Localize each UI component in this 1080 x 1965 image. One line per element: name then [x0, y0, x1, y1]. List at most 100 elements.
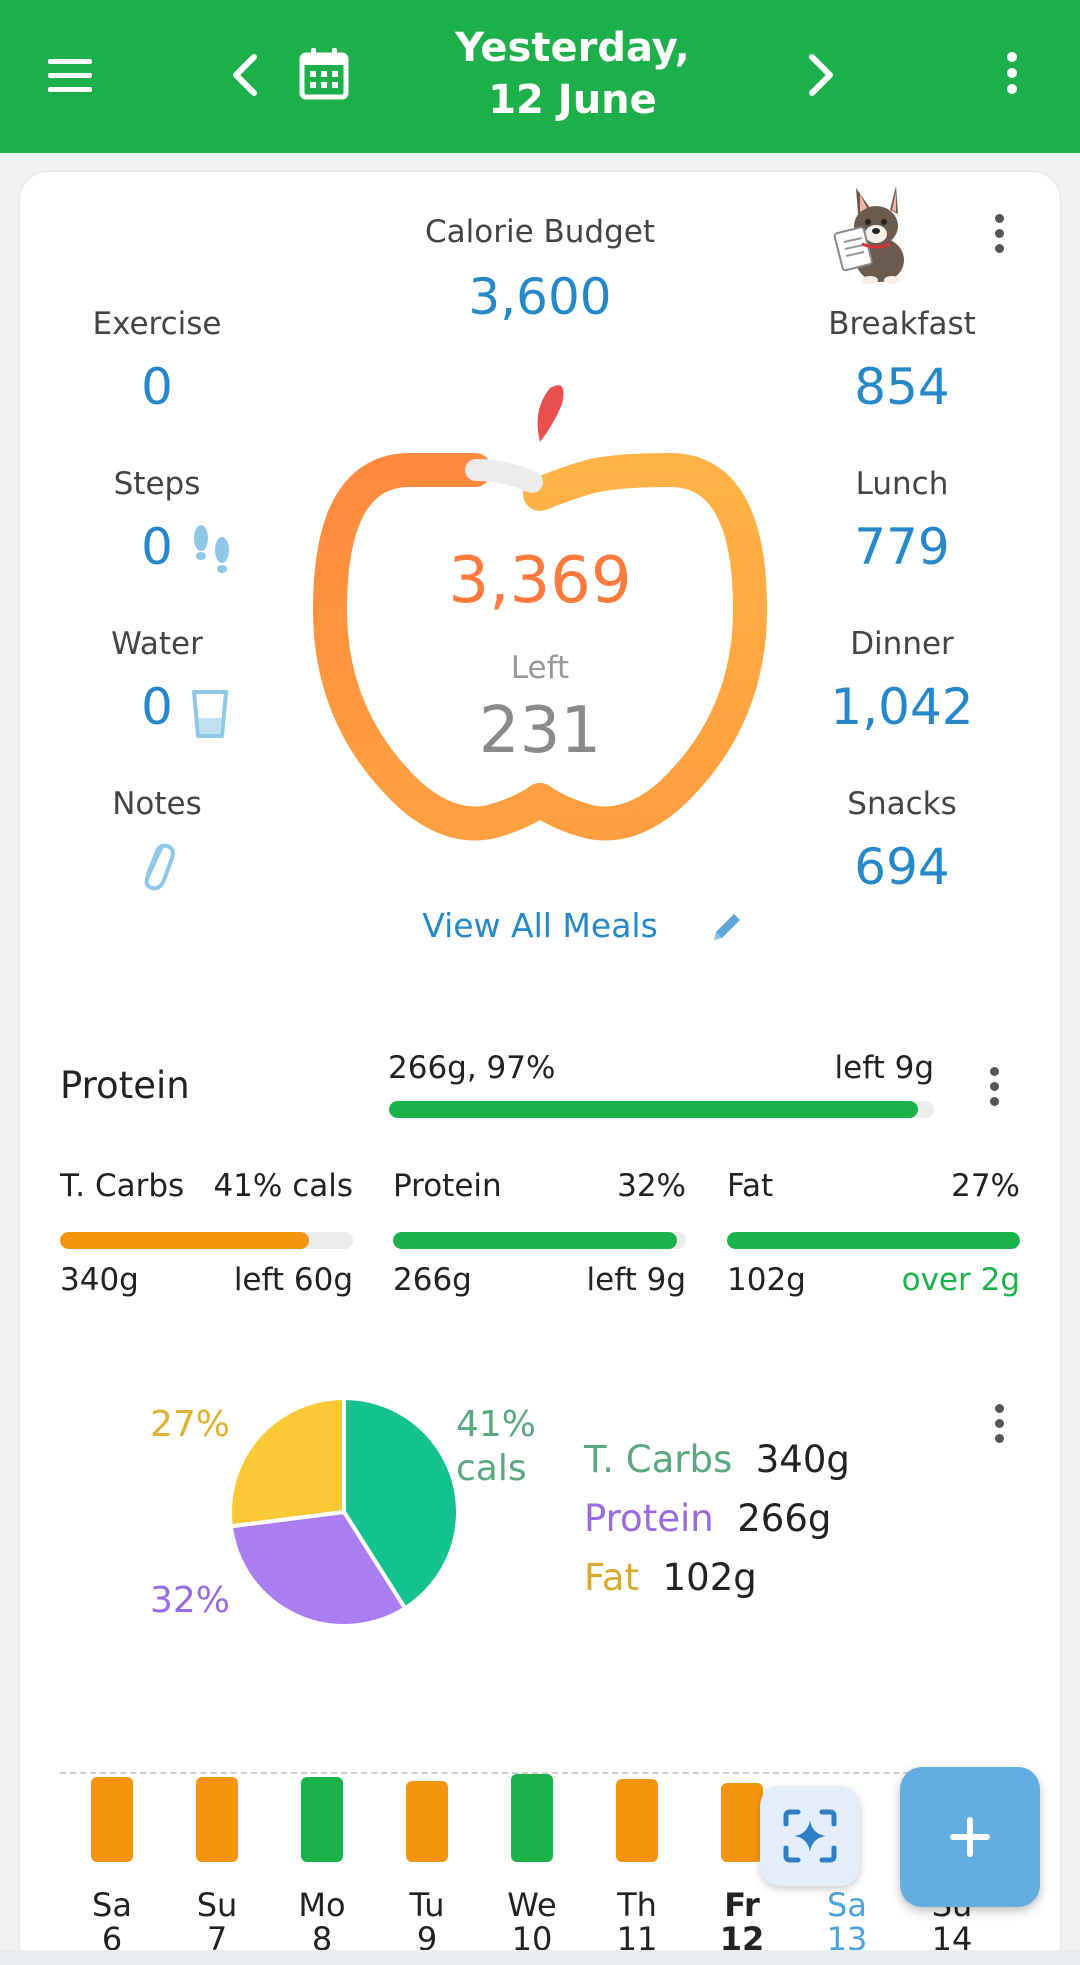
week-day-name: Fr	[724, 1888, 760, 1924]
macro-t-carbs-remaining: left 60g	[233, 1262, 353, 1298]
calories-consumed-value: 3,369	[448, 544, 632, 618]
week-day-th-11[interactable]: Th 11	[597, 1888, 677, 1950]
calories-left-value: 231	[478, 694, 602, 768]
macro-t-carbs-name: T. Carbs	[60, 1168, 185, 1204]
plus-icon	[950, 1817, 990, 1857]
date-title-line2: 12 June	[488, 77, 657, 123]
macro-fat-bar[interactable]	[727, 1232, 1020, 1249]
week-bar-tu-9[interactable]	[406, 1781, 448, 1862]
add-food-fab[interactable]	[900, 1767, 1040, 1907]
ai-scan-button[interactable]	[760, 1786, 860, 1886]
macro-fat-remaining: over 2g	[901, 1262, 1020, 1298]
week-day-we-10[interactable]: We 10	[492, 1888, 572, 1950]
week-day-sa-6[interactable]: Sa 6	[72, 1888, 152, 1950]
week-day-name: We	[507, 1888, 557, 1924]
protein-goal-left: left 9g	[834, 1050, 934, 1086]
macro-protein-pct: 32%	[617, 1168, 686, 1204]
snacks-label: Snacks	[847, 786, 957, 822]
week-day-date: 10	[511, 1920, 553, 1950]
week-day-name: Th	[617, 1888, 657, 1924]
week-bar-mo-8[interactable]	[301, 1777, 343, 1862]
legend-protein-amount: 266g	[737, 1497, 832, 1540]
steps-value[interactable]: 0	[141, 518, 173, 576]
week-day-name: Mo	[298, 1888, 346, 1924]
macro-protein-remaining: left 9g	[586, 1262, 686, 1298]
date-title[interactable]: Yesterday, 12 June	[400, 22, 745, 126]
more-vert-icon[interactable]	[990, 46, 1034, 100]
macro-t-carbs-bar-fill	[60, 1232, 310, 1249]
pie-label-fat-pct: 27%	[150, 1404, 231, 1445]
week-day-name: Sa	[92, 1888, 132, 1924]
hamburger-icon[interactable]	[40, 48, 100, 102]
week-day-date: 11	[616, 1920, 658, 1950]
water-label: Water	[111, 626, 203, 662]
protein-goal-bar-fill	[389, 1101, 918, 1118]
exercise-label: Exercise	[92, 306, 222, 342]
week-bar-we-10[interactable]	[511, 1774, 553, 1862]
chevron-left-icon[interactable]	[220, 48, 270, 102]
breakfast-value[interactable]: 854	[854, 358, 950, 416]
edit-pencil-icon[interactable]	[708, 908, 746, 946]
summary-more-icon[interactable]	[989, 214, 1009, 253]
water-glass-icon[interactable]	[190, 688, 230, 740]
calendar-icon[interactable]	[294, 44, 354, 104]
paperclip-icon[interactable]	[138, 836, 176, 892]
legend-fat: Fat 102g	[584, 1548, 850, 1607]
macro-pie-chart[interactable]	[226, 1394, 462, 1630]
pie-legend: T. Carbs 340g Protein 266g Fat 102g	[584, 1430, 850, 1607]
view-all-meals-link[interactable]: View All Meals	[422, 906, 658, 945]
protein-goal-label: Protein	[60, 1064, 190, 1107]
week-bar-th-11[interactable]	[616, 1779, 658, 1862]
legend-carbs-label: T. Carbs	[584, 1438, 733, 1481]
dinner-label: Dinner	[850, 626, 954, 662]
pie-slice-fat[interactable]	[228, 1395, 346, 1529]
summary-card	[20, 172, 1060, 1965]
protein-more-icon[interactable]	[984, 1067, 1004, 1106]
chevron-right-icon[interactable]	[796, 48, 846, 102]
legend-carbs: T. Carbs 340g	[584, 1430, 850, 1489]
week-day-mo-8[interactable]: Mo 8	[282, 1888, 362, 1950]
pie-more-icon[interactable]	[989, 1404, 1009, 1443]
week-day-fr-12[interactable]: Fr 12	[702, 1888, 782, 1950]
macro-t-carbs-amount: 340g	[60, 1262, 139, 1298]
lunch-value[interactable]: 779	[854, 518, 950, 576]
pie-slice-protein[interactable]	[228, 1509, 408, 1628]
snacks-value[interactable]: 694	[854, 838, 950, 896]
week-day-date: 6	[101, 1920, 123, 1950]
macro-fat-bar-fill	[727, 1232, 1020, 1249]
week-day-date: 13	[826, 1920, 868, 1950]
macro-fat-amount: 102g	[727, 1262, 806, 1298]
legend-fat-label: Fat	[584, 1556, 640, 1599]
week-bar-su-7[interactable]	[196, 1777, 238, 1862]
week-bar-fr-12[interactable]	[721, 1783, 763, 1862]
week-day-name: Sa	[827, 1888, 867, 1924]
calorie-budget-value[interactable]: 3,600	[468, 268, 612, 326]
macro-t-carbs-pct: 41% cals	[213, 1168, 353, 1204]
nav-bar-edge	[0, 1950, 1080, 1965]
week-day-date: 12	[719, 1920, 765, 1950]
legend-protein-label: Protein	[584, 1497, 714, 1540]
dog-mascot-icon[interactable]	[832, 184, 916, 284]
lunch-label: Lunch	[855, 466, 949, 502]
footprints-icon[interactable]	[190, 522, 234, 580]
app-bar: Yesterday, 12 June	[0, 0, 1080, 153]
macro-fat-name: Fat	[727, 1168, 774, 1204]
macro-protein-amount: 266g	[393, 1262, 472, 1298]
week-day-su-7[interactable]: Su 7	[177, 1888, 257, 1950]
dinner-value[interactable]: 1,042	[830, 678, 974, 736]
macro-protein-bar[interactable]	[393, 1232, 686, 1249]
water-value[interactable]: 0	[141, 678, 173, 736]
week-baseline	[60, 1772, 1020, 1774]
pie-label-carbs-pct: 41%	[456, 1404, 537, 1445]
date-title-line1: Yesterday,	[455, 25, 690, 71]
pie-label-protein-pct: 32%	[150, 1580, 231, 1621]
week-bar-sa-6[interactable]	[91, 1777, 133, 1862]
week-day-tu-9[interactable]: Tu 9	[387, 1888, 467, 1950]
apple-calorie-ring[interactable]	[300, 370, 780, 870]
macro-t-carbs-bar[interactable]	[60, 1232, 353, 1249]
protein-goal-bar	[389, 1101, 934, 1118]
steps-label: Steps	[113, 466, 201, 502]
macro-protein-name: Protein	[393, 1168, 502, 1204]
week-day-sa-13[interactable]: Sa 13	[807, 1888, 887, 1950]
exercise-value[interactable]: 0	[141, 358, 173, 416]
